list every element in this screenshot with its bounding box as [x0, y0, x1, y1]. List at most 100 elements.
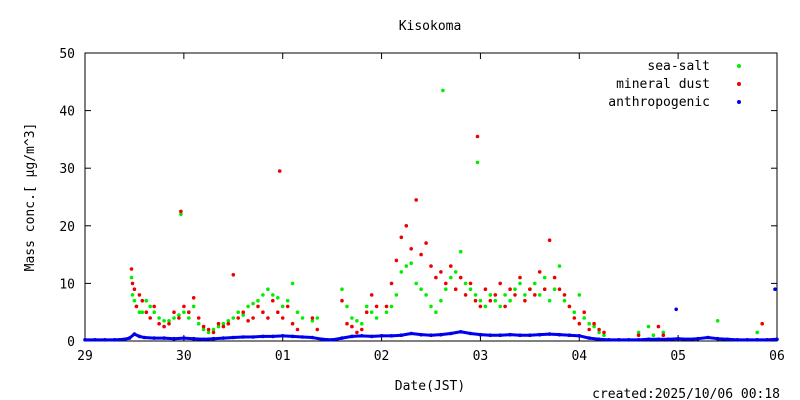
data-point — [587, 327, 591, 332]
data-line-segment — [124, 336, 130, 341]
series-anthropogenic — [83, 287, 779, 342]
data-line-segment — [331, 336, 343, 342]
data-line-segment — [460, 330, 471, 335]
data-point — [533, 293, 537, 297]
data-point — [182, 310, 186, 315]
data-point — [488, 298, 493, 303]
data-point — [187, 316, 191, 320]
data-point — [271, 293, 275, 297]
x-tick-label: 30 — [176, 349, 192, 364]
data-point — [271, 298, 275, 303]
data-point — [172, 316, 176, 320]
data-line-segment — [401, 332, 412, 337]
data-point — [404, 224, 409, 228]
data-point — [468, 287, 473, 292]
data-point — [144, 310, 149, 315]
data-point — [266, 287, 270, 292]
data-line-segment — [678, 337, 689, 341]
data-point — [399, 270, 404, 274]
data-point — [419, 287, 423, 292]
data-point — [434, 275, 438, 280]
data-point — [483, 304, 488, 309]
x-tick-label: 02 — [374, 349, 390, 364]
data-point — [537, 270, 542, 274]
y-tick-label: 50 — [59, 47, 75, 62]
data-point — [478, 298, 483, 303]
data-point — [424, 241, 428, 245]
data-point — [493, 298, 498, 303]
data-line-segment — [559, 333, 570, 337]
data-point — [773, 287, 777, 292]
data-line-segment — [668, 337, 679, 341]
data-line-segment — [139, 334, 145, 340]
data-point — [528, 287, 532, 292]
data-point — [557, 287, 562, 292]
data-point — [137, 293, 142, 297]
data-point — [364, 304, 369, 309]
data-point — [493, 293, 498, 297]
data-point — [315, 316, 320, 320]
data-point — [503, 293, 507, 297]
data-line-segment — [411, 332, 422, 337]
data-point — [414, 281, 419, 286]
data-point — [414, 198, 419, 202]
data-point — [345, 304, 349, 309]
data-point — [592, 321, 596, 326]
data-point — [384, 304, 389, 309]
data-point — [458, 249, 463, 254]
data-point — [196, 316, 201, 320]
data-point — [567, 304, 572, 309]
legend-marker — [737, 100, 741, 104]
data-point — [475, 160, 480, 165]
data-point — [760, 321, 764, 326]
data-point — [132, 287, 137, 292]
data-line-segment — [549, 332, 560, 337]
data-line-segment — [687, 337, 699, 341]
plot-area-frame — [84, 52, 778, 342]
legend-marker — [737, 82, 741, 86]
data-point — [715, 319, 720, 323]
data-line-segment — [114, 337, 125, 342]
data-point — [236, 316, 240, 320]
data-line-segment — [638, 337, 649, 342]
data-point — [340, 287, 344, 292]
data-line-segment — [391, 333, 402, 338]
data-point — [369, 310, 374, 315]
data-line-segment — [470, 332, 481, 337]
data-point — [191, 296, 196, 300]
data-point — [661, 330, 666, 335]
data-line-segment — [292, 334, 303, 339]
y-axis-label: Mass conc.[ μg/m^3] — [23, 123, 38, 272]
data-point — [216, 324, 221, 329]
data-point — [157, 321, 161, 326]
data-point — [434, 310, 438, 315]
data-line-segment — [173, 336, 184, 341]
data-point — [458, 275, 463, 280]
data-point — [187, 310, 191, 315]
x-axis: 29 30 01 02 03 04 05 06 — [77, 53, 785, 364]
data-point — [429, 304, 433, 309]
data-point — [488, 293, 493, 297]
data-point — [179, 209, 183, 214]
data-point — [152, 304, 156, 309]
data-point — [498, 281, 503, 286]
data-point — [201, 324, 206, 329]
data-line-segment — [322, 337, 333, 342]
data-line-segment — [203, 337, 214, 341]
data-point — [449, 275, 453, 280]
data-point — [582, 310, 586, 315]
data-line-segment — [233, 335, 244, 340]
data-line-segment — [717, 337, 728, 341]
data-line-segment — [578, 334, 590, 340]
y-tick-label: 40 — [59, 105, 75, 120]
data-point — [562, 293, 567, 297]
data-point — [241, 313, 245, 317]
data-point — [409, 261, 414, 266]
data-point — [587, 321, 591, 326]
created-timestamp: created:2025/10/06 00:18 — [592, 387, 780, 400]
y-tick-label: 30 — [59, 162, 75, 177]
data-point — [498, 304, 503, 309]
data-point — [552, 275, 557, 280]
data-line-segment — [223, 336, 234, 340]
y-axis: 0 10 20 30 40 50 — [59, 47, 777, 350]
